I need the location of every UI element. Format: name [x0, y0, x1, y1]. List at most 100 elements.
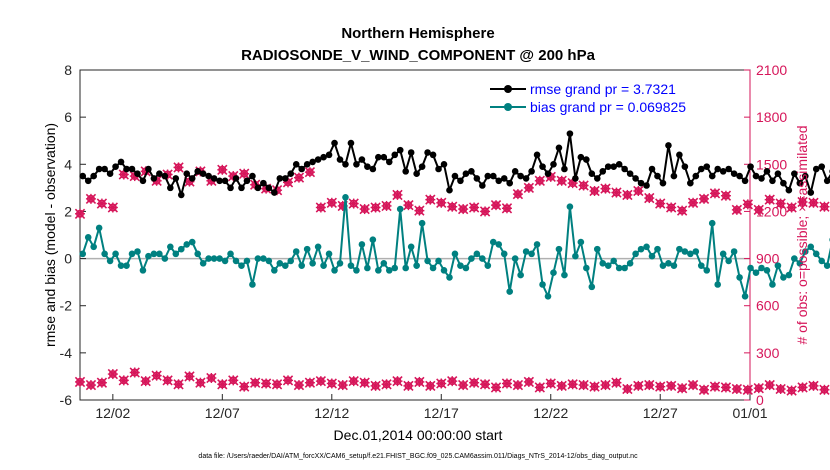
- bias-point: [555, 245, 563, 253]
- bias-point: [353, 267, 360, 274]
- obs-total-marker: [622, 383, 633, 395]
- rmse-point: [95, 165, 103, 173]
- rmse-point: [774, 170, 782, 178]
- bias-point: [117, 262, 125, 269]
- obs-total-marker: [676, 383, 688, 394]
- rmse-point: [692, 172, 700, 180]
- y2-tick-label: 600: [756, 298, 780, 314]
- obs-total-marker: [370, 380, 381, 392]
- bias-point: [648, 252, 656, 260]
- bias-point: [823, 262, 830, 269]
- obs-total-marker: [600, 379, 611, 391]
- rmse-point: [396, 146, 404, 154]
- bias-point: [484, 262, 492, 269]
- rmse-point: [812, 165, 820, 173]
- y-tick-label: -4: [60, 345, 73, 361]
- bias-point: [435, 257, 442, 265]
- y2-tick-label: 1800: [756, 109, 787, 125]
- obs-total-marker: [282, 375, 294, 386]
- rmse-point: [353, 160, 360, 168]
- rmse-point: [506, 179, 513, 187]
- rmse-point: [309, 158, 316, 166]
- bias-point: [703, 267, 711, 274]
- bias-point: [769, 281, 776, 288]
- bias-point: [818, 257, 826, 265]
- obs-count-marker: [425, 194, 436, 205]
- obs-count-marker: [742, 199, 753, 210]
- bias-point: [561, 271, 568, 279]
- rmse-point: [407, 149, 415, 156]
- obs-count-marker: [468, 202, 480, 213]
- rmse-point: [177, 191, 185, 199]
- rmse-point: [183, 170, 191, 178]
- obs-count-marker: [326, 197, 337, 208]
- y2-tick-label: 2100: [756, 62, 787, 78]
- obs-total-marker: [403, 380, 414, 392]
- obs-total-marker: [173, 379, 184, 390]
- bias-point: [522, 248, 530, 255]
- rmse-point: [561, 165, 568, 173]
- rmse-point: [539, 163, 546, 170]
- rmse-point: [528, 168, 535, 175]
- obs-total-marker: [217, 379, 228, 390]
- y2-tick-label: 900: [756, 251, 780, 267]
- bias-point: [177, 245, 185, 253]
- legend-rmse-label: rmse grand pr = 3.7321: [530, 81, 676, 97]
- obs-total-marker: [239, 381, 250, 392]
- y-tick-label: 6: [64, 109, 72, 125]
- y-tick-label: -6: [60, 392, 73, 408]
- rmse-point: [610, 163, 618, 170]
- bias-point: [260, 255, 267, 262]
- obs-total-marker: [512, 379, 524, 391]
- rmse-point: [271, 189, 278, 196]
- rmse-point: [643, 182, 650, 189]
- bias-point: [243, 257, 251, 265]
- bias-point: [227, 250, 234, 258]
- obs-total-marker: [129, 367, 140, 378]
- bias-point: [714, 281, 722, 288]
- obs-count-marker: [764, 194, 775, 205]
- obs-count-marker: [173, 162, 184, 173]
- rmse-point: [161, 172, 169, 180]
- obs-total-marker: [162, 375, 173, 386]
- obs-count-marker: [293, 172, 305, 183]
- bias-point: [752, 269, 760, 277]
- data-file-footnote: data file: /Users/raeder/DAI/ATM_forcXX/…: [198, 453, 638, 460]
- plot-area: [79, 69, 751, 401]
- bias-point: [593, 245, 601, 253]
- bias-point: [528, 250, 535, 258]
- rmse-point: [714, 165, 722, 173]
- obs-count-marker: [304, 166, 316, 178]
- obs-total-marker: [545, 378, 556, 389]
- obs-count-marker: [501, 203, 513, 214]
- bias-point: [364, 264, 371, 272]
- bias-point: [681, 248, 689, 255]
- bias-point: [572, 252, 579, 260]
- rmse-point: [232, 175, 240, 182]
- rmse-point: [670, 172, 678, 180]
- bias-point: [194, 250, 201, 258]
- obs-count-marker: [85, 193, 97, 205]
- rmse-point: [621, 165, 628, 173]
- bias-point: [670, 262, 678, 269]
- bias-point: [276, 259, 284, 267]
- rmse-point: [780, 179, 787, 187]
- y2-tick-label: 0: [756, 392, 764, 408]
- rmse-point: [265, 184, 273, 192]
- bias-point: [479, 255, 486, 262]
- rmse-point: [604, 163, 612, 170]
- rmse-point: [522, 175, 530, 182]
- rmse-point: [823, 177, 830, 185]
- obs-count-marker: [589, 185, 600, 197]
- rmse-point: [145, 165, 152, 173]
- rmse-point: [719, 168, 727, 175]
- x-tick-label: 12/17: [424, 405, 459, 421]
- bias-point: [621, 264, 628, 272]
- bias-point: [413, 262, 420, 269]
- bias-point: [90, 243, 97, 251]
- rmse-point: [489, 172, 497, 180]
- obs-count-marker: [622, 189, 633, 201]
- rmse-point: [199, 170, 207, 178]
- y-axis-label: rmse and bias (model - observation): [42, 123, 58, 347]
